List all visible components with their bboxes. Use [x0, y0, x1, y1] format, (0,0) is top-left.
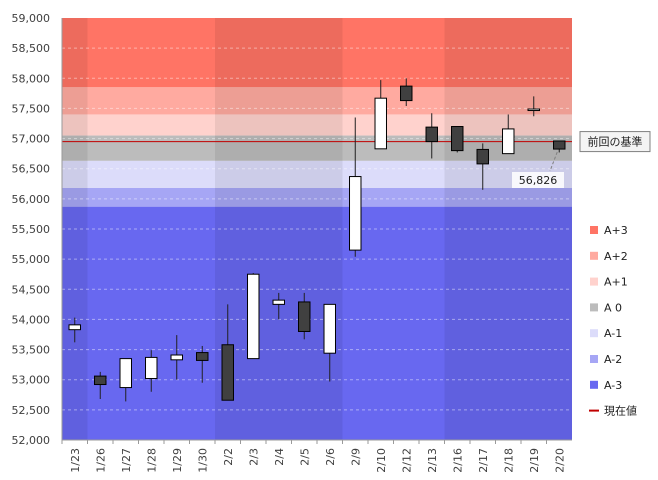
legend-swatch: [590, 355, 598, 363]
y-tick-label: 59,000: [12, 12, 51, 25]
column-shade-2-17: [470, 18, 496, 440]
column-shade-2-3: [240, 18, 266, 440]
y-tick-label: 54,500: [12, 283, 51, 296]
candle-body-2-16: [451, 126, 464, 152]
x-tick-label: 2/18: [502, 448, 515, 473]
x-tick-label: 2/3: [247, 448, 260, 466]
x-tick-label: 2/16: [451, 448, 464, 473]
y-tick-label: 55,000: [12, 253, 51, 266]
candle-body-2-6: [323, 303, 336, 354]
band-Aplus1: [62, 114, 572, 136]
current-value-box: [512, 172, 564, 188]
column-shade-2-20: [546, 18, 572, 440]
y-tick-label: 58,500: [12, 42, 51, 55]
gridline-layer: [62, 47, 572, 411]
y-tick-label: 58,000: [12, 72, 51, 85]
legend-swatch: [590, 277, 598, 286]
x-tick-label: 2/19: [528, 448, 541, 473]
current-value-leader: [549, 151, 558, 172]
x-tick-label: 1/28: [145, 448, 158, 473]
legend-swatch: [590, 251, 598, 260]
column-shade-2-16: [444, 18, 470, 440]
callout-layer: 前回の基準 56,826: [512, 131, 651, 188]
candle-body-2-4: [272, 299, 285, 305]
legend-label: A+1: [604, 276, 628, 289]
baseline-label-box: [579, 131, 651, 153]
candle-body-2-10: [374, 97, 387, 150]
column-shade-2-5: [291, 18, 317, 440]
legend-label: A-3: [604, 379, 622, 392]
y-tick-label: 52,500: [12, 404, 51, 417]
y-tick-label: 56,500: [12, 163, 51, 176]
y-tick-label: 57,500: [12, 102, 51, 115]
candle-body-2-20: [553, 140, 566, 150]
candle-body-2-12: [400, 85, 413, 102]
legend-label: A+3: [604, 224, 628, 237]
x-tick-label: 2/2: [222, 448, 235, 466]
y-tick-label: 53,500: [12, 344, 51, 357]
candle-body-1-26: [94, 375, 107, 386]
x-tick-label: 2/20: [553, 448, 566, 473]
x-tick-label: 1/27: [120, 448, 133, 473]
candle-body-2-18: [502, 128, 515, 155]
y-tick-label: 54,000: [12, 313, 51, 326]
x-tick-label: 1/29: [171, 448, 184, 473]
legend-swatch: [590, 226, 598, 234]
legend-label: A-2: [604, 353, 622, 366]
column-shade-2-19: [521, 18, 547, 440]
column-shade-1-23: [62, 18, 88, 440]
x-tick-label: 2/10: [375, 448, 388, 473]
legend-label: A-1: [604, 327, 622, 340]
y-tick-label: 52,000: [12, 434, 51, 447]
axis-layer: 52,000 52,500 53,000 53,500 54,000 54,500 55,0…: [12, 12, 572, 473]
candle-body-2-2: [221, 344, 234, 401]
band-Aminus2: [62, 188, 572, 207]
y-tick-label: 57,000: [12, 133, 51, 146]
legend-label: A 0: [604, 301, 622, 314]
candle-body-2-19: [527, 108, 540, 112]
x-tick-label: 2/13: [426, 448, 439, 473]
current-value-label: 56,826: [519, 174, 558, 187]
candle-layer: [68, 78, 566, 402]
y-tick-label: 53,000: [12, 374, 51, 387]
candle-body-1-27: [119, 358, 132, 389]
band-Aplus2: [62, 87, 572, 115]
candle-body-1-28: [145, 356, 158, 380]
band-layer: [62, 18, 572, 440]
band-Aminus3: [62, 206, 572, 440]
x-tick-label: 2/12: [400, 448, 413, 473]
band-Aplus3: [62, 18, 572, 88]
x-tick-label: 1/23: [69, 448, 82, 473]
candle-body-2-5: [298, 301, 311, 332]
x-tick-label: 2/17: [477, 448, 490, 473]
legend-label: A+2: [604, 250, 628, 263]
legend-swatch: [590, 380, 598, 389]
band-Aminus1: [62, 160, 572, 189]
x-tick-label: 2/6: [324, 448, 337, 466]
x-tick-label: 2/5: [298, 448, 311, 466]
baseline-label: 前回の基準: [588, 135, 643, 149]
candle-body-1-29: [170, 354, 183, 361]
legend-label: 現在値: [604, 405, 637, 418]
candle-body-2-17: [476, 148, 489, 165]
y-tick-label: 56,000: [12, 193, 51, 206]
x-tick-label: 2/4: [273, 448, 286, 466]
candle-body-1-30: [196, 352, 209, 361]
candle-body-2-13: [425, 126, 438, 143]
column-shade-2-4: [266, 18, 292, 440]
candle-body-1-23: [68, 324, 81, 331]
candle-body-2-9: [349, 176, 362, 251]
legend-swatch: [590, 329, 598, 338]
y-tick-label: 55,500: [12, 223, 51, 236]
legend: A+3 A+2 A+1 A 0 A-1 A-2 A-3 現在値: [589, 224, 637, 418]
column-shade-2-18: [495, 18, 521, 440]
candle-body-2-3: [247, 273, 260, 360]
x-tick-label: 2/9: [349, 448, 362, 466]
legend-swatch: [590, 303, 598, 312]
x-tick-label: 1/26: [94, 448, 107, 473]
x-tick-label: 1/30: [196, 448, 209, 473]
column-shade-layer: [62, 18, 572, 440]
